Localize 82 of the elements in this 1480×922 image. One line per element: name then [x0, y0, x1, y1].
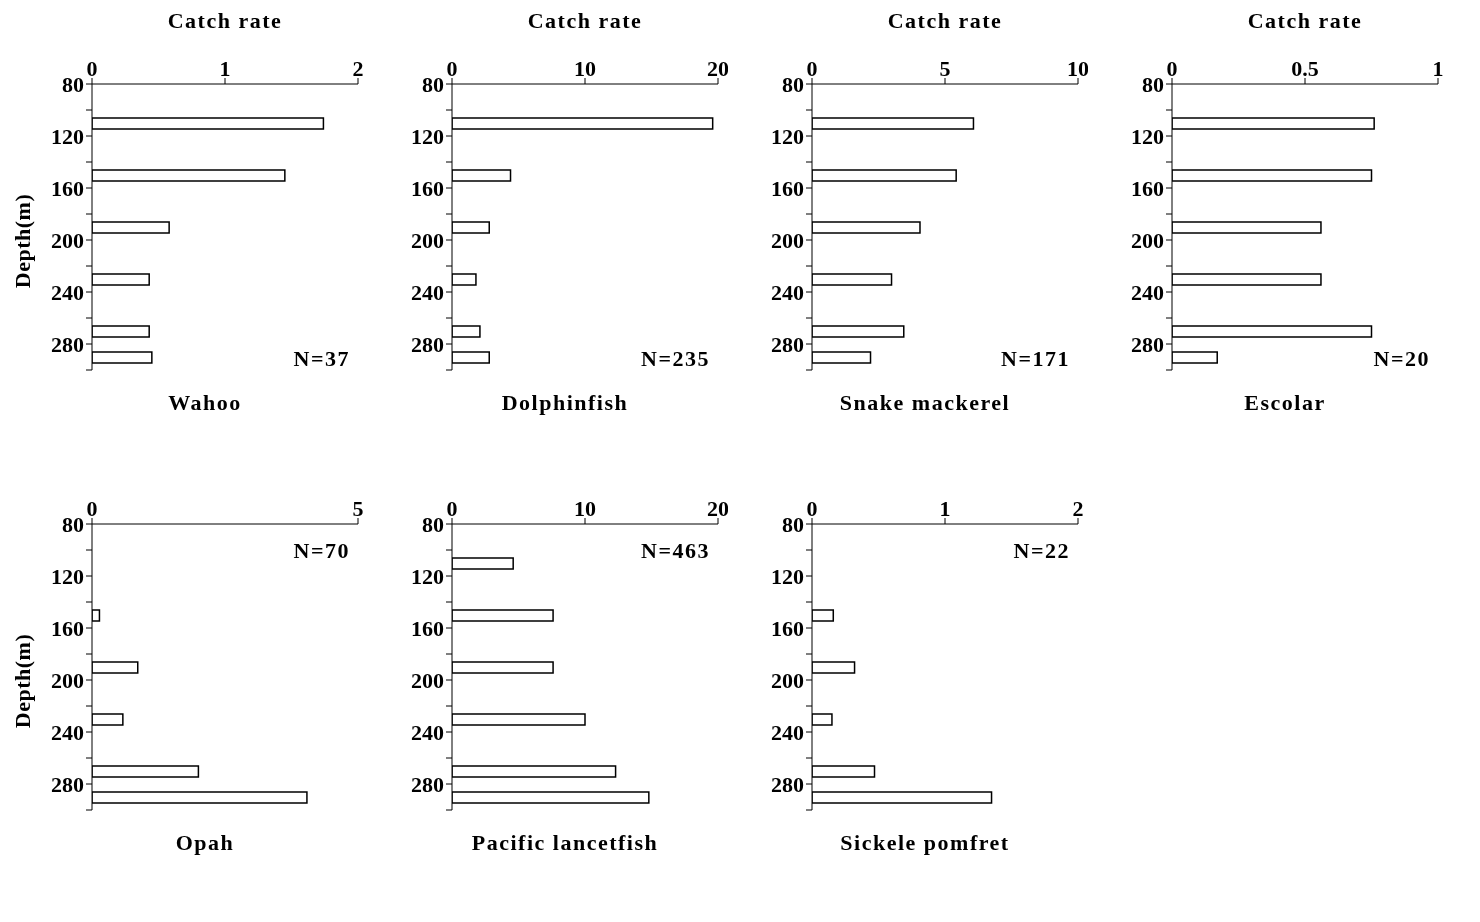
y-tick-label: 280 — [771, 771, 804, 797]
y-tick-label: 160 — [411, 615, 444, 641]
x-tick-label: 0 — [86, 56, 98, 81]
annotation: N=20 — [1373, 346, 1430, 372]
x-tick-label: 5 — [352, 496, 364, 521]
y-tick-label: 240 — [1131, 279, 1164, 305]
x-tick-label: 0 — [806, 496, 818, 521]
y-tick-label: 120 — [51, 123, 84, 149]
annotation: N=463 — [641, 538, 710, 564]
y-tick-label: 160 — [1131, 175, 1164, 201]
text: Snake mackerel — [838, 390, 1012, 416]
y-tick-label: 200 — [411, 227, 444, 253]
annotation: N=22 — [1013, 538, 1070, 564]
y-axis-title: Depth(m) — [10, 632, 36, 731]
x-tick-label: 0 — [446, 496, 458, 521]
y-tick-label: 120 — [1131, 123, 1164, 149]
y-tick-label: 240 — [51, 719, 84, 745]
text: Pacific lancetfish — [470, 830, 660, 856]
y-tick-label: 160 — [51, 175, 84, 201]
x-tick-label: 1 — [219, 56, 231, 81]
annotation: N=37 — [293, 346, 350, 372]
x-tick-label: 20 — [707, 496, 729, 521]
text: Sickele pomfret — [839, 830, 1011, 856]
x-tick-label: 10 — [1067, 56, 1089, 81]
y-tick-label: 160 — [771, 615, 804, 641]
text: Wahoo — [167, 390, 243, 416]
x-tick-label: 1 — [939, 496, 951, 521]
x-tick-label: 10 — [574, 56, 596, 81]
y-tick-label: 200 — [51, 227, 84, 253]
y-tick-label: 280 — [411, 331, 444, 357]
y-tick-label: 80 — [62, 71, 84, 97]
y-tick-label: 240 — [51, 279, 84, 305]
y-tick-label: 240 — [771, 279, 804, 305]
x-axis-title: Catch rate — [166, 8, 284, 35]
y-tick-label: 280 — [411, 771, 444, 797]
y-tick-label: 80 — [422, 71, 444, 97]
y-tick-label: 280 — [1131, 331, 1164, 357]
x-axis-title: Catch rate — [886, 8, 1004, 35]
x-tick-label: 0 — [806, 56, 818, 81]
annotation: N=235 — [641, 346, 710, 372]
text: Escolar — [1243, 390, 1327, 416]
y-tick-label: 200 — [1131, 227, 1164, 253]
x-tick-label: 0.5 — [1291, 56, 1319, 81]
text: Dolphinfish — [500, 390, 630, 416]
x-tick-label: 2 — [1072, 496, 1084, 521]
x-tick-label: 0 — [446, 56, 458, 81]
y-tick-label: 80 — [782, 71, 804, 97]
y-tick-label: 80 — [62, 511, 84, 537]
text: Opah — [174, 830, 236, 856]
x-tick-label: 5 — [939, 56, 951, 81]
y-tick-label: 240 — [771, 719, 804, 745]
x-tick-label: 2 — [352, 56, 364, 81]
y-tick-label: 240 — [411, 719, 444, 745]
y-tick-label: 80 — [782, 511, 804, 537]
y-tick-label: 160 — [411, 175, 444, 201]
annotation: N=171 — [1001, 346, 1070, 372]
x-tick-label: 20 — [707, 56, 729, 81]
x-tick-label: 0 — [1166, 56, 1178, 81]
y-tick-label: 120 — [771, 123, 804, 149]
y-tick-label: 200 — [771, 227, 804, 253]
y-tick-label: 160 — [51, 615, 84, 641]
y-tick-label: 80 — [422, 511, 444, 537]
y-tick-label: 200 — [771, 667, 804, 693]
y-tick-label: 120 — [771, 563, 804, 589]
y-tick-label: 280 — [771, 331, 804, 357]
x-tick-label: 0 — [86, 496, 98, 521]
x-tick-label: 1 — [1432, 56, 1444, 81]
x-tick-label: 10 — [574, 496, 596, 521]
y-tick-label: 280 — [51, 331, 84, 357]
y-tick-label: 120 — [411, 123, 444, 149]
y-tick-label: 80 — [1142, 71, 1164, 97]
y-tick-label: 120 — [51, 563, 84, 589]
y-tick-label: 120 — [411, 563, 444, 589]
y-tick-label: 200 — [411, 667, 444, 693]
y-tick-label: 160 — [771, 175, 804, 201]
y-tick-label: 280 — [51, 771, 84, 797]
x-axis-title: Catch rate — [1246, 8, 1364, 35]
x-axis-title: Catch rate — [526, 8, 644, 35]
y-axis-title: Depth(m) — [10, 192, 36, 291]
annotation: N=70 — [293, 538, 350, 564]
y-tick-label: 240 — [411, 279, 444, 305]
y-tick-label: 200 — [51, 667, 84, 693]
